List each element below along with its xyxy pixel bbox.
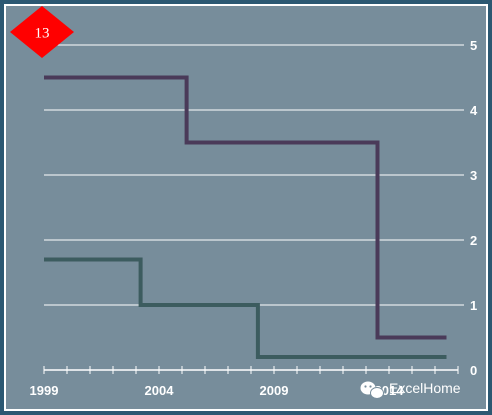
x-axis <box>43 366 459 374</box>
y-axis-tick-labels: 0 1 2 3 4 5 <box>470 38 478 378</box>
x-axis-tick-labels: 1999 2004 2009 2014 <box>30 383 405 398</box>
watermark-text: ExcelHome <box>389 380 461 396</box>
y-tick-label-4: 4 <box>470 103 478 118</box>
y-tick-label-0: 0 <box>470 363 477 378</box>
y-tick-label-3: 3 <box>470 168 477 183</box>
badge-diamond <box>10 6 74 58</box>
watermark: ExcelHome <box>360 380 461 399</box>
series-line-2 <box>44 257 447 359</box>
y-tick-label-5: 5 <box>470 38 477 53</box>
y-tick-label-2: 2 <box>470 233 477 248</box>
x-tick-label-1999: 1999 <box>30 383 59 398</box>
plot-area <box>4 4 488 411</box>
x-tick-label-2004: 2004 <box>145 383 175 398</box>
gridlines <box>44 44 464 306</box>
badge-number: 13 <box>35 26 50 42</box>
y-tick-label-1: 1 <box>470 298 477 313</box>
series-line-1 <box>44 75 447 340</box>
number-badge: 13 <box>10 6 74 58</box>
wechat-icon <box>360 381 384 399</box>
x-tick-label-2009: 2009 <box>260 383 289 398</box>
series-lines <box>44 75 447 359</box>
